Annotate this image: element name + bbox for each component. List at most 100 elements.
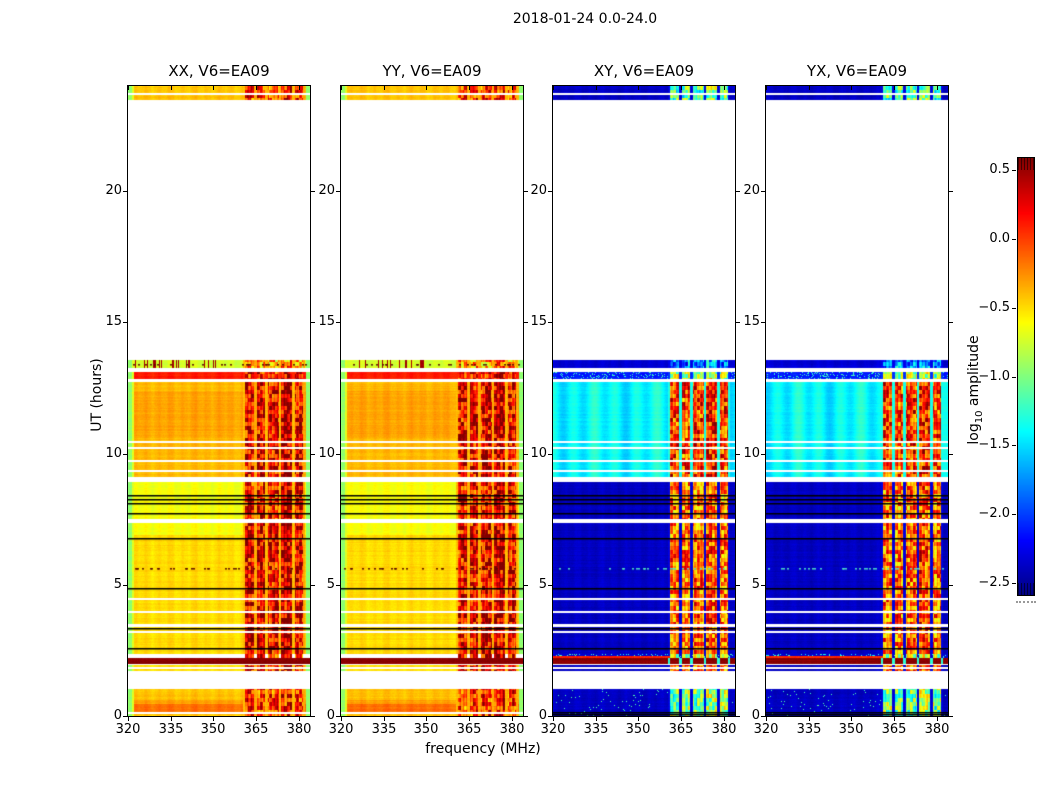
y-tick-label-YX-15: 15 xyxy=(743,314,760,329)
figure-title: 2018-01-24 0.0-24.0 xyxy=(512,11,658,27)
x-tick-label-YY-320: 320 xyxy=(328,722,354,737)
x-tick-YX-320 xyxy=(766,717,767,721)
y-tick-label-XX-20: 20 xyxy=(105,183,122,198)
heatmap-XX xyxy=(128,86,310,716)
x-tick-label-XX-365: 365 xyxy=(243,722,269,737)
x-tick-top-XX-335 xyxy=(171,86,172,90)
colorbar-tick-0.5 xyxy=(1012,170,1016,171)
x-tick-XX-365 xyxy=(256,717,257,721)
x-tick-top-XX-365 xyxy=(256,86,257,90)
x-tick-label-XY-350: 350 xyxy=(625,722,651,737)
x-tick-top-XY-365 xyxy=(681,86,682,90)
x-tick-XY-320 xyxy=(553,717,554,721)
y-tick-label-XY-5: 5 xyxy=(538,577,547,592)
x-tick-label-YX-320: 320 xyxy=(753,722,779,737)
x-tick-YX-365 xyxy=(894,717,895,721)
x-tick-top-YX-320 xyxy=(766,86,767,90)
y-tick-right-XX-10 xyxy=(311,454,315,455)
x-tick-XX-320 xyxy=(128,717,129,721)
colorbar-bottom-hatch xyxy=(1018,583,1034,595)
colorbar-tick--0.5 xyxy=(1012,308,1016,309)
y-tick-left-YY-20 xyxy=(336,191,340,192)
x-tick-label-XY-320: 320 xyxy=(540,722,566,737)
x-tick-YX-380 xyxy=(937,717,938,721)
y-tick-left-XX-0 xyxy=(123,716,127,717)
colorbar-tick-label--2.5: −2.5 xyxy=(978,575,1010,590)
x-tick-label-YY-350: 350 xyxy=(413,722,439,737)
colorbar-tick-label--1.5: −1.5 xyxy=(978,437,1010,452)
x-tick-top-XX-380 xyxy=(299,86,300,90)
x-axis-label: frequency (MHz) xyxy=(425,741,541,757)
y-tick-right-XY-15 xyxy=(736,322,740,323)
y-tick-right-XY-0 xyxy=(736,716,740,717)
colorbar-label-sub: 10 xyxy=(973,410,985,424)
y-tick-right-YX-20 xyxy=(949,191,953,192)
x-tick-YY-320 xyxy=(341,717,342,721)
x-tick-YY-380 xyxy=(512,717,513,721)
colorbar-tick-label--1: −1.0 xyxy=(978,369,1010,384)
y-tick-label-YX-0: 0 xyxy=(751,708,760,723)
y-tick-left-XX-5 xyxy=(123,585,127,586)
colorbar xyxy=(1018,158,1034,595)
y-tick-label-XY-0: 0 xyxy=(538,708,547,723)
y-tick-left-XY-10 xyxy=(548,454,552,455)
x-tick-YX-335 xyxy=(809,717,810,721)
y-tick-label-YY-15: 15 xyxy=(318,314,335,329)
x-tick-label-YX-365: 365 xyxy=(881,722,907,737)
x-tick-XY-380 xyxy=(724,717,725,721)
colorbar-tick-0 xyxy=(1012,239,1016,240)
colorbar-tick-label--0.5: −0.5 xyxy=(978,300,1010,315)
heatmap-XY xyxy=(553,86,735,716)
y-tick-label-XX-5: 5 xyxy=(113,577,122,592)
y-tick-right-YX-0 xyxy=(949,716,953,717)
y-tick-label-XY-15: 15 xyxy=(530,314,547,329)
y-tick-left-YX-10 xyxy=(761,454,765,455)
colorbar-tick--2 xyxy=(1012,514,1016,515)
y-tick-left-YX-0 xyxy=(761,716,765,717)
y-tick-left-YY-10 xyxy=(336,454,340,455)
y-tick-label-XY-10: 10 xyxy=(530,446,547,461)
colorbar-tick-label--2: −2.0 xyxy=(978,506,1010,521)
y-tick-label-XX-15: 15 xyxy=(105,314,122,329)
y-tick-right-YY-10 xyxy=(524,454,528,455)
y-tick-label-YY-5: 5 xyxy=(326,577,335,592)
y-tick-right-YY-15 xyxy=(524,322,528,323)
panel-title-YY: YY, V6=EA09 xyxy=(382,62,482,80)
x-tick-label-XX-335: 335 xyxy=(158,722,184,737)
colorbar-label-pre: log xyxy=(966,423,982,445)
y-tick-label-YY-20: 20 xyxy=(318,183,335,198)
y-tick-right-YY-0 xyxy=(524,716,528,717)
x-tick-YY-335 xyxy=(384,717,385,721)
x-tick-top-YX-365 xyxy=(894,86,895,90)
y-tick-right-XX-20 xyxy=(311,191,315,192)
x-tick-label-XY-380: 380 xyxy=(711,722,737,737)
y-tick-right-XX-15 xyxy=(311,322,315,323)
colorbar-tick-label-0: 0.0 xyxy=(989,231,1010,246)
y-tick-right-YX-15 xyxy=(949,322,953,323)
colorbar-extend-dots xyxy=(1016,601,1036,603)
y-tick-label-XX-0: 0 xyxy=(113,708,122,723)
y-tick-label-YX-5: 5 xyxy=(751,577,760,592)
y-tick-left-YX-15 xyxy=(761,322,765,323)
x-tick-top-YY-365 xyxy=(469,86,470,90)
panel-title-YX: YX, V6=EA09 xyxy=(806,62,908,80)
x-tick-label-YY-380: 380 xyxy=(499,722,525,737)
y-tick-left-YY-0 xyxy=(336,716,340,717)
x-tick-label-YY-365: 365 xyxy=(456,722,482,737)
x-tick-top-XX-350 xyxy=(213,86,214,90)
colorbar-label-post: amplitude xyxy=(966,335,982,411)
x-tick-top-YY-320 xyxy=(341,86,342,90)
x-tick-XY-350 xyxy=(638,717,639,721)
heatmap-YX xyxy=(766,86,948,716)
x-tick-label-XX-320: 320 xyxy=(115,722,141,737)
x-tick-label-XX-380: 380 xyxy=(286,722,312,737)
y-tick-label-YX-10: 10 xyxy=(743,446,760,461)
y-tick-left-XX-15 xyxy=(123,322,127,323)
y-tick-right-XX-0 xyxy=(311,716,315,717)
y-tick-right-YX-5 xyxy=(949,585,953,586)
x-tick-XX-335 xyxy=(171,717,172,721)
y-tick-left-YX-5 xyxy=(761,585,765,586)
y-tick-label-XY-20: 20 xyxy=(530,183,547,198)
y-tick-left-XY-5 xyxy=(548,585,552,586)
